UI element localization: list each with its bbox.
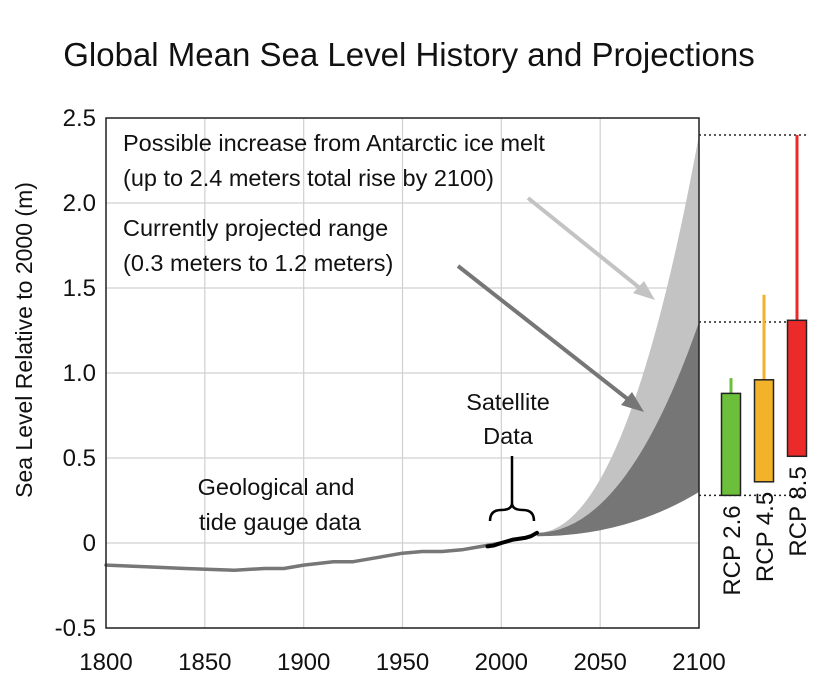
x-tick-label: 2000 [475,649,528,676]
chart-title: Global Mean Sea Level History and Projec… [63,36,755,73]
plot-frame [105,117,700,629]
rcp-scenarios: RCP 2.6 RCP 4.5 RCP 8.5 [719,135,812,596]
projection-band [536,135,699,537]
y-tick-label: -0.5 [55,615,96,642]
x-tick-label: 2050 [573,649,626,676]
data-series [104,530,539,572]
arrow-antarctic-shaft [526,196,648,295]
annotation-projected-line2: (0.3 meters to 1.2 meters) [123,250,393,276]
rcp-label: RCP 2.6 [719,505,746,595]
projection-band [536,322,699,537]
y-axis-ticks: 2.5 2.0 1.5 1.0 0.5 0 -0.5 [55,105,96,642]
rcp-bar [720,392,742,497]
y-tick-label: 2.5 [63,105,96,132]
x-tick-label: 2100 [672,649,725,676]
annotation-antarctic: Possible increase from Antarctic ice mel… [123,130,545,191]
annotation-antarctic-line1: Possible increase from Antarctic ice mel… [123,130,545,156]
annotation-geo-line1: Geological and [198,474,355,500]
rcp-bar [753,379,775,483]
y-tick-label: 0 [83,530,96,557]
projection-bands [536,135,699,537]
annotation-antarctic-line2: (up to 2.4 meters total rise by 2100) [123,165,494,191]
annotation-geo-line2: tide gauge data [199,509,362,535]
annotation-satellite-line1: Satellite [466,389,550,415]
arrow-projected-head [621,392,644,412]
rcp-bar [786,319,808,458]
arrow-projected-shaft [456,264,636,406]
annotation-projected: Currently projected range (0.3 meters to… [123,215,393,276]
y-tick-label: 2.0 [63,190,96,217]
x-tick-label: 1800 [79,649,132,676]
rcp-label: RCP 8.5 [785,466,812,556]
y-tick-label: 1.0 [63,360,96,387]
y-axis-label: Sea Level Relative to 2000 (m) [11,182,37,498]
series-line [104,541,504,572]
series-line [485,530,539,549]
y-tick-label: 1.5 [63,275,96,302]
x-tick-label: 1850 [178,649,231,676]
satellite-bracket [488,502,536,522]
rcp-label: RCP 4.5 [752,492,779,582]
annotation-satellite: Satellite Data [466,389,550,449]
x-tick-label: 1950 [376,649,429,676]
annotation-geological: Geological and tide gauge data [198,474,362,535]
y-tick-label: 0.5 [63,445,96,472]
x-tick-label: 1900 [277,649,330,676]
annotation-projected-line1: Currently projected range [123,215,388,241]
annotation-satellite-line2: Data [483,423,534,449]
arrow-antarctic-head [633,281,655,300]
x-axis-ticks: 1800 1850 1900 1950 2000 2050 2100 [79,649,725,676]
